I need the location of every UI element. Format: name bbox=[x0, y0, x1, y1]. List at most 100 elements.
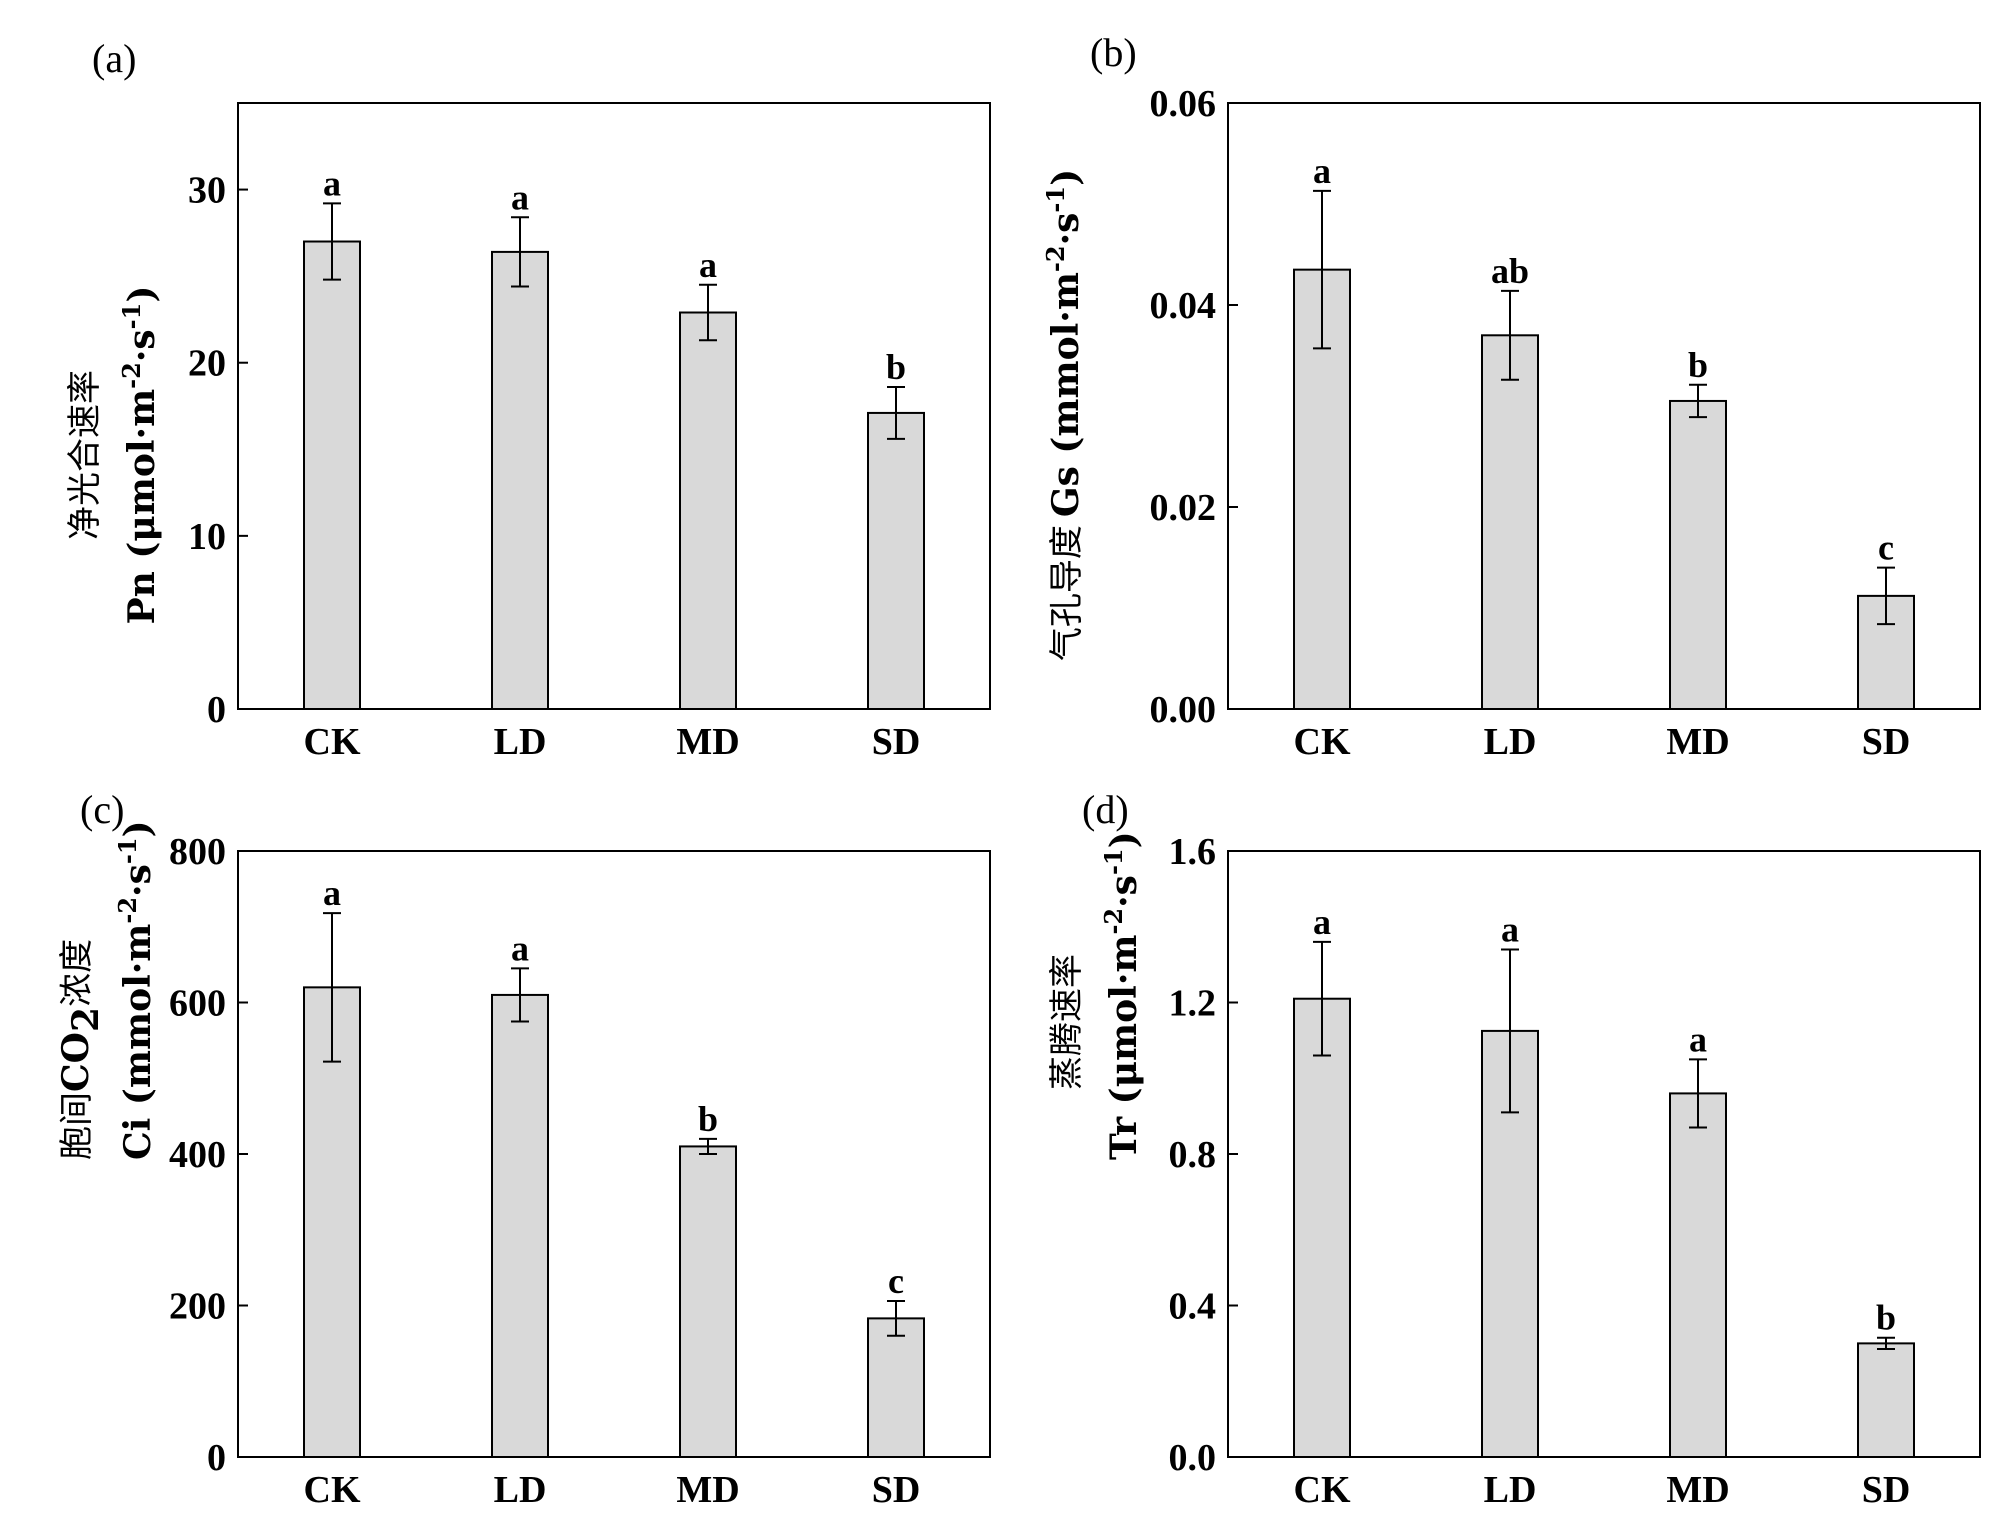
panel-c-ytick-label: 400 bbox=[169, 1134, 226, 1176]
panel-b: (b) 0.00 0.02 0.04 0.06 a CK ab LD b MD c SD 气孔导度 Gs… bbox=[1041, 30, 1981, 763]
panel-c-ytick-label: 0 bbox=[207, 1437, 226, 1479]
panel-d-ytick-label: 1.6 bbox=[1169, 831, 1217, 873]
panel-b-ytick-label: 0.00 bbox=[1150, 689, 1217, 731]
panel-a-ytick-label: 20 bbox=[188, 343, 226, 385]
panel-c-plot: 0 200 400 600 800 a CK a LD b MD c SD bbox=[169, 831, 991, 1511]
panel-b-ylabel-pre: Gs (mmol·m bbox=[1045, 272, 1087, 517]
panel-a-category-label: CK bbox=[304, 721, 361, 763]
panel-b-ytick-label: 0.04 bbox=[1150, 285, 1217, 327]
panel-c-ylabel-exp2: -1 bbox=[113, 837, 142, 864]
panel-c-ylabel-en: Ci (mmol·m-2·s-1) bbox=[113, 820, 159, 1160]
panel-a-bar bbox=[679, 311, 737, 710]
panel-b-ytick-label: 0.06 bbox=[1150, 83, 1217, 125]
panel-d-ytick-label: 0.8 bbox=[1169, 1134, 1217, 1176]
panel-a-bar bbox=[491, 250, 549, 710]
panel-d-ylabel-en: Tr (μmol·m-2·s-1) bbox=[1099, 831, 1145, 1160]
panel-b-significance-label: a bbox=[1313, 151, 1331, 191]
panel-a-ylabel: 净光合速率 bbox=[65, 370, 105, 540]
panel-c-ylabel-cn: 胞间CO2浓度 bbox=[55, 939, 107, 1160]
panel-d-significance-label: b bbox=[1876, 1298, 1896, 1338]
panel-b-significance-label: ab bbox=[1491, 251, 1529, 291]
panel-c-category-label: SD bbox=[872, 1469, 921, 1511]
panel-a-label: (a) bbox=[92, 36, 136, 81]
panel-a-ylabel-exp1: -2 bbox=[117, 362, 146, 389]
panel-b-significance-label: c bbox=[1878, 528, 1894, 568]
panel-a-significance-label: a bbox=[699, 245, 717, 285]
panel-c-bar bbox=[867, 1317, 925, 1458]
panel-c-ylabel-post: ) bbox=[117, 820, 159, 837]
panel-d-category-label: MD bbox=[1666, 1469, 1729, 1511]
panel-d-ylabel-post: ) bbox=[1103, 831, 1145, 848]
panel-d-plot: 0.0 0.4 0.8 1.2 1.6 a CK a LD a MD b SD bbox=[1169, 831, 1981, 1511]
panel-a-ylabel-en: Pn (μmol·m-2·s-1) bbox=[117, 286, 163, 625]
panel-b-bar bbox=[1481, 334, 1539, 710]
panel-b-significance-label: b bbox=[1688, 345, 1708, 385]
panel-a-plot: 0 10 20 30 a CK a LD a MD b SD bbox=[188, 102, 991, 763]
panel-c: (c) 0 200 400 600 800 a CK a LD b MD c SD 胞间CO2浓度 Ci… bbox=[55, 787, 991, 1511]
panel-c-label: (c) bbox=[80, 787, 124, 832]
panel-d-significance-label: a bbox=[1689, 1019, 1707, 1059]
panel-d-ytick-label: 0.0 bbox=[1169, 1437, 1217, 1479]
panel-c-bar bbox=[679, 1145, 737, 1459]
panel-d-label: (d) bbox=[1082, 787, 1129, 832]
panel-a-bar bbox=[867, 411, 925, 710]
panel-a-frame bbox=[237, 102, 991, 710]
panel-a-category-label: SD bbox=[872, 721, 921, 763]
panel-a-significance-label: b bbox=[886, 347, 906, 387]
panel-b-ylabel-cn: 气孔导度 bbox=[1047, 525, 1087, 661]
panel-d-ylabel-mid: ·s bbox=[1103, 875, 1145, 908]
panel-b-plot: 0.00 0.02 0.04 0.06 a CK ab LD b MD c SD bbox=[1150, 83, 1981, 763]
panel-b-label: (b) bbox=[1090, 30, 1137, 75]
panel-a-ylabel-exp2: -1 bbox=[117, 303, 146, 330]
panel-c-ylabel-cn-pre: 胞间 bbox=[57, 1092, 97, 1160]
panel-c-ylabel-mid: ·s bbox=[117, 864, 159, 897]
panel-a-ytick-label: 30 bbox=[188, 170, 226, 212]
panel-d-ytick-label: 0.4 bbox=[1169, 1286, 1217, 1328]
panel-a-ytick-label: 10 bbox=[188, 516, 226, 558]
panel-a-bar bbox=[303, 240, 361, 710]
panel-c-ylabel-pre: Ci (mmol·m bbox=[117, 924, 159, 1160]
panel-c-category-label: MD bbox=[676, 1469, 739, 1511]
panel-b-ytick-label: 0.02 bbox=[1150, 487, 1217, 529]
panel-a-ytick-label: 0 bbox=[207, 689, 226, 731]
panel-c-ytick-label: 800 bbox=[169, 831, 226, 873]
panel-a-ylabel-post: ) bbox=[121, 286, 163, 303]
panel-a-ylabel-mid: ·s bbox=[121, 329, 163, 362]
panel-d-category-label: CK bbox=[1294, 1469, 1351, 1511]
panel-b-bar bbox=[1669, 399, 1727, 710]
panel-b-ylabel-exp2: -1 bbox=[1041, 186, 1070, 213]
panel-c-ytick-label: 200 bbox=[169, 1286, 226, 1328]
panel-d-ylabel-exp1: -2 bbox=[1099, 908, 1128, 935]
panel-b-frame bbox=[1227, 102, 1981, 710]
panel-d-significance-label: a bbox=[1313, 902, 1331, 942]
panel-d-significance-label: a bbox=[1501, 909, 1519, 949]
panel-c-significance-label: a bbox=[323, 873, 341, 913]
panel-d-ylabel-pre: Tr (μmol·m bbox=[1103, 935, 1145, 1160]
panel-c-ylabel-exp1: -2 bbox=[113, 897, 142, 924]
panel-b-ylabel-exp1: -2 bbox=[1041, 245, 1070, 272]
panel-a-significance-label: a bbox=[323, 163, 341, 203]
panel-b-category-label: SD bbox=[1862, 721, 1911, 763]
panel-a-category-label: LD bbox=[494, 721, 547, 763]
panel-c-bar bbox=[491, 993, 549, 1458]
panel-c-ylabel-cn-post: 浓度 bbox=[57, 939, 97, 1007]
panel-c-bar bbox=[303, 986, 361, 1458]
panel-d-ylabel: 蒸腾速率 bbox=[1047, 954, 1087, 1090]
panel-a-category-label: MD bbox=[676, 721, 739, 763]
panel-c-significance-label: c bbox=[888, 1261, 904, 1301]
panel-d: (d) 0.0 0.4 0.8 1.2 1.6 a CK a LD a MD b SD 蒸腾速率 Tr … bbox=[1047, 787, 1981, 1511]
panel-b-ylabel-post: ) bbox=[1045, 169, 1087, 186]
panel-b-category-label: MD bbox=[1666, 721, 1729, 763]
panel-d-bar bbox=[1293, 997, 1351, 1459]
panel-d-bar bbox=[1669, 1092, 1727, 1459]
panel-c-category-label: LD bbox=[494, 1469, 547, 1511]
panel-a-significance-label: a bbox=[511, 177, 529, 217]
panel-d-bar bbox=[1857, 1342, 1915, 1458]
panel-a-ylabel-pre: Pn (μmol·m bbox=[121, 389, 163, 625]
panel-c-ytick-label: 600 bbox=[169, 983, 226, 1025]
panel-d-ylabel-exp2: -1 bbox=[1099, 848, 1128, 875]
panel-b-category-label: LD bbox=[1484, 721, 1537, 763]
panel-b-category-label: CK bbox=[1294, 721, 1351, 763]
panel-c-ylabel-sub: 2 bbox=[65, 1007, 107, 1032]
